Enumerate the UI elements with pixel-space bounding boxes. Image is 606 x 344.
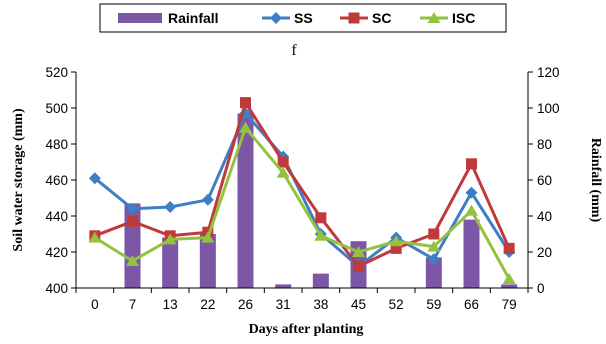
chart-title: f: [291, 42, 297, 59]
y-tick-label: 460: [45, 173, 68, 188]
point-ISC-31: [276, 166, 290, 178]
y-tick-label: 400: [45, 281, 68, 296]
y-axis-label: Soil water storage (mm): [11, 108, 26, 252]
legend-label-SS: SS: [294, 10, 313, 26]
point-SS-59: [427, 253, 440, 266]
legend-swatch-marker-ISC: [427, 12, 441, 23]
x-tick-label-59: 59: [426, 297, 441, 312]
y-tick-label: 480: [45, 137, 68, 152]
point-ISC-79: [502, 273, 516, 284]
series-line-SS: [93, 111, 511, 268]
point-SC-52: [390, 242, 402, 254]
point-ISC-0: [88, 231, 102, 243]
point-SC-7: [127, 215, 138, 227]
point-SS-66: [465, 186, 478, 199]
point-SS-7: [126, 202, 139, 215]
x-axis-label: Days after planting: [249, 322, 364, 337]
x-tick-label-79: 79: [502, 297, 517, 312]
x-tick-label-52: 52: [389, 297, 404, 312]
y2-axis-label: Rainfall (mm): [588, 138, 603, 223]
series-line-ISC: [94, 126, 511, 280]
point-SS-0: [88, 172, 101, 185]
y2-tick-label: 40: [537, 209, 552, 224]
point-SS-13: [164, 201, 177, 213]
point-SC-26: [240, 97, 251, 109]
point-ISC-38: [314, 229, 328, 241]
y2-tick-label: 60: [537, 173, 552, 188]
bar-rainfall-26: [237, 113, 254, 289]
x-tick-label-13: 13: [163, 297, 178, 312]
x-tick-label-7: 7: [129, 297, 137, 312]
bar-rainfall-38: [312, 273, 329, 288]
point-SS-22: [201, 193, 214, 206]
bar-rainfall-22: [199, 234, 216, 288]
point-ISC-13: [163, 233, 177, 245]
x-tick-label-38: 38: [313, 297, 328, 312]
legend-swatch-marker-SC: [348, 12, 360, 24]
bar-rainfall-59: [425, 257, 442, 288]
legend: Rainfall SS SC ISC: [99, 3, 507, 33]
x-tick-label-45: 45: [351, 297, 366, 312]
x-tick-label-31: 31: [276, 297, 291, 312]
point-ISC-45: [352, 246, 365, 257]
legend-label-SC: SC: [372, 10, 391, 26]
y-tick-label: 500: [45, 101, 68, 116]
point-SC-59: [428, 228, 440, 240]
point-ISC-52: [389, 235, 403, 247]
x-tick-label-26: 26: [238, 297, 253, 312]
point-SC-31: [277, 156, 289, 168]
point-SC-66: [466, 158, 477, 170]
y-tick-label: 440: [45, 209, 68, 224]
y2-tick-label: 100: [537, 101, 560, 116]
y2-tick-label: 120: [537, 65, 560, 80]
legend-label-Rainfall: Rainfall: [168, 10, 219, 26]
plot-area: 400 420 440 460 480 500 520 0 20 40 60 80 100 120 0 7 13…: [45, 65, 559, 312]
x-tick-label-66: 66: [464, 297, 479, 312]
point-ISC-22: [201, 231, 215, 243]
series-line-SC: [94, 101, 511, 268]
point-ISC-26: [239, 121, 252, 133]
bar-rainfall-79: [501, 284, 518, 288]
point-SC-79: [503, 242, 515, 254]
legend-label-ISC: ISC: [452, 10, 475, 26]
point-ISC-7: [126, 255, 139, 266]
y-tick-label: 420: [45, 245, 68, 260]
y-tick-label: 520: [45, 65, 68, 80]
point-SC-38: [315, 212, 327, 224]
bar-rainfall-13: [162, 237, 179, 288]
y2-tick-label: 0: [537, 281, 545, 296]
point-ISC-59: [427, 240, 441, 252]
point-SC-45: [353, 260, 364, 272]
bar-rainfall-66: [463, 219, 480, 288]
y2-tick-label: 20: [537, 245, 552, 260]
bar-rainfall-31: [275, 284, 292, 288]
x-tick-label-22: 22: [200, 297, 215, 312]
point-ISC-66: [465, 204, 478, 216]
legend-swatch-marker-SS: [270, 12, 282, 24]
legend-swatch-Rainfall: [118, 13, 162, 23]
y2-tick-label: 80: [537, 137, 552, 152]
x-tick-label-0: 0: [91, 297, 99, 312]
